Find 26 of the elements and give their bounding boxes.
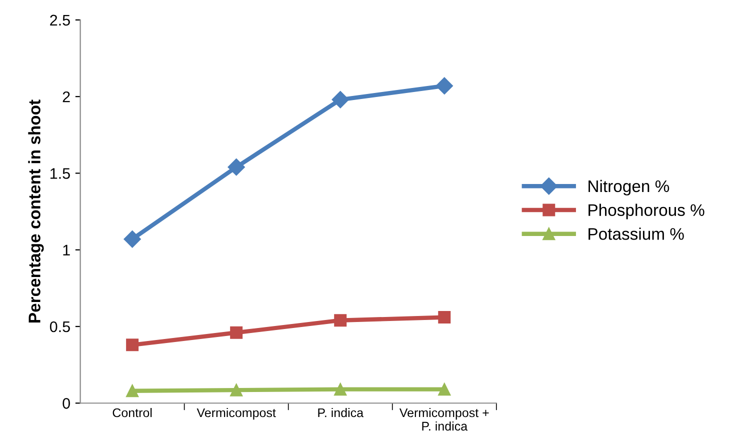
legend-label: Phosphorous % bbox=[588, 204, 704, 220]
point bbox=[230, 384, 243, 396]
y-tick-label: 0.5 bbox=[50, 321, 70, 332]
point bbox=[438, 311, 451, 324]
point bbox=[124, 230, 141, 248]
legend-label: Nitrogen % bbox=[588, 180, 670, 196]
point bbox=[228, 158, 245, 176]
y-tick-label: 1.5 bbox=[50, 168, 70, 179]
point bbox=[126, 338, 139, 352]
point bbox=[230, 326, 243, 339]
x-tick-label: Control bbox=[112, 408, 152, 418]
x-tick-label: Vermicompost bbox=[196, 408, 276, 420]
point bbox=[436, 77, 453, 94]
x-tick-label: P. indica bbox=[318, 408, 364, 418]
point bbox=[334, 314, 347, 327]
legend-label: Potassium % bbox=[588, 228, 684, 240]
y-tick-label: 2.5 bbox=[50, 14, 70, 26]
point bbox=[438, 383, 451, 396]
y-tick-label: 2 bbox=[62, 91, 70, 102]
x-tick-label: Vermicompost + P. indica bbox=[399, 408, 489, 431]
point bbox=[334, 383, 347, 396]
y-tick-label: 0 bbox=[62, 398, 70, 409]
point bbox=[126, 384, 139, 398]
y-axis-title: Percentage content in shoot bbox=[28, 100, 44, 322]
y-tick-label: 1 bbox=[63, 244, 70, 256]
point bbox=[332, 91, 349, 108]
